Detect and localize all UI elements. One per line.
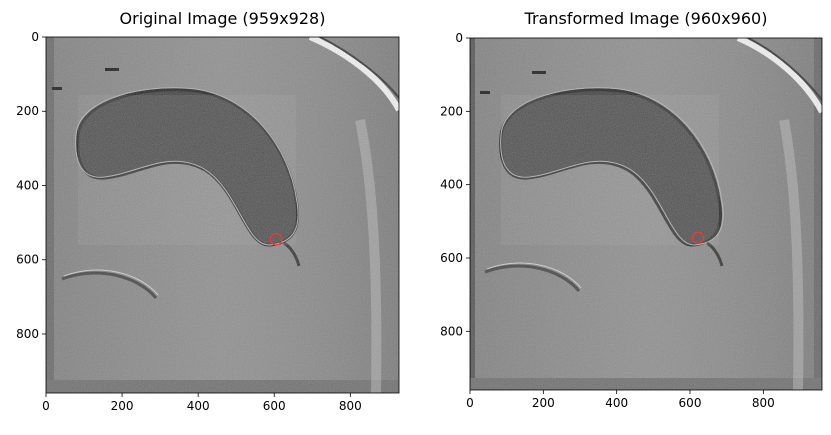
marker-circle [269, 233, 283, 246]
x-tick-label: 0 [42, 399, 50, 413]
y-tick-label: 0 [31, 30, 39, 44]
y-tick-label: 600 [440, 251, 463, 265]
y-tick-label: 600 [16, 253, 39, 267]
x-tick-label: 0 [466, 396, 474, 410]
x-tick-label: 400 [605, 396, 628, 410]
y-tick-label: 0 [455, 31, 463, 45]
x-tick-label: 200 [111, 399, 134, 413]
x-axis-ticks: 0 200 400 600 800 [42, 393, 362, 413]
x-tick-label: 800 [339, 399, 362, 413]
panel-original: Original Image (959x928) [16, 9, 400, 413]
micrograph-image [46, 37, 399, 393]
y-tick-label: 200 [16, 104, 39, 118]
panel-transformed: Transformed Image (960x960) 0 200 400 600 80… [440, 9, 823, 410]
x-axis-ticks: 0 200 400 600 800 [466, 390, 775, 410]
x-tick-label: 800 [752, 396, 775, 410]
y-tick-label: 400 [16, 178, 39, 192]
y-tick-label: 200 [440, 104, 463, 118]
panel-title: Original Image (959x928) [120, 9, 326, 28]
x-tick-label: 600 [263, 399, 286, 413]
y-tick-label: 400 [440, 178, 463, 192]
x-tick-label: 400 [187, 399, 210, 413]
panel-title: Transformed Image (960x960) [524, 9, 768, 28]
x-tick-label: 600 [679, 396, 702, 410]
micrograph-image [470, 38, 822, 390]
y-axis-ticks: 0 200 400 600 800 [16, 30, 46, 341]
y-axis-ticks: 0 200 400 600 800 [440, 31, 470, 338]
x-tick-label: 200 [532, 396, 555, 410]
y-tick-label: 800 [16, 327, 39, 341]
marker-circle [691, 231, 705, 244]
y-tick-label: 800 [440, 324, 463, 338]
